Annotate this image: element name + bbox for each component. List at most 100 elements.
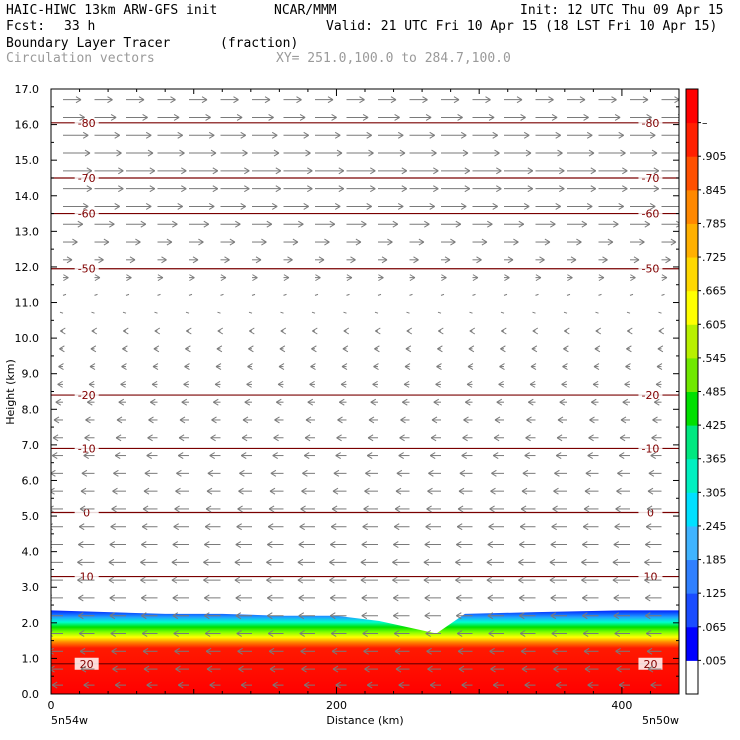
y-axis-label: Height (km)	[4, 359, 17, 425]
vector-arrow	[283, 185, 313, 193]
y-tick-label: 2.0	[22, 617, 40, 630]
vector-arrow	[51, 523, 63, 531]
vector-arrow	[94, 96, 113, 104]
vector-arrow	[235, 612, 252, 620]
vector-arrow	[157, 220, 178, 228]
vector-arrow	[335, 452, 347, 459]
vector-arrow	[51, 559, 63, 566]
vector-arrow	[504, 256, 514, 264]
vector-arrow	[441, 238, 456, 246]
vector-arrow	[123, 327, 129, 335]
vector-arrow	[272, 681, 284, 689]
vector-arrow	[268, 505, 284, 513]
vector-arrow	[172, 594, 189, 602]
vector-arrow	[204, 523, 221, 531]
vector-arrow	[252, 238, 267, 246]
vector-arrow	[616, 487, 630, 495]
vector-arrow	[94, 203, 120, 210]
vector-arrow	[153, 345, 160, 353]
vector-arrow	[157, 114, 180, 121]
vector-arrow	[330, 630, 347, 637]
vector-arrow	[143, 487, 158, 495]
vector-arrow	[112, 665, 126, 673]
vector-arrow	[504, 220, 525, 228]
vector-arrow	[280, 327, 287, 335]
vector-arrow	[121, 363, 127, 371]
vector-arrow	[154, 311, 158, 314]
vector-arrow	[297, 558, 315, 566]
vector-arrow	[472, 185, 502, 193]
contour-label-bg	[74, 207, 99, 220]
vector-arrow	[567, 238, 582, 246]
vector-arrow	[171, 558, 189, 566]
vector-arrow	[315, 220, 336, 228]
vector-arrow	[630, 185, 660, 193]
vector-arrow	[618, 681, 630, 689]
vector-arrow	[535, 149, 563, 157]
vector-arrow	[315, 131, 341, 139]
vector-arrow	[314, 293, 319, 296]
vector-arrow	[115, 434, 126, 442]
vector-arrow	[252, 220, 273, 228]
vector-arrow	[248, 345, 254, 353]
vector-arrow	[616, 665, 630, 673]
init-time: Init: 12 UTC Thu 09 Apr 15	[520, 3, 724, 18]
vector-arrow	[646, 505, 662, 513]
contour-label-bg	[638, 389, 663, 402]
vector-arrow	[346, 203, 372, 210]
vector-arrow	[330, 541, 347, 548]
vector-arrow	[438, 327, 444, 335]
vector-arrow	[252, 256, 262, 264]
vector-arrow	[393, 612, 410, 620]
vector-arrow	[556, 434, 567, 442]
vector-arrow	[378, 274, 384, 282]
vector-arrow	[91, 327, 98, 335]
vector-arrow	[613, 541, 630, 548]
colorbar: .005 .065 .125 .185 .245 .305 .365 .425 .485 .545…	[685, 88, 727, 695]
y-tick-label: 9.0	[22, 368, 40, 381]
vector-arrow	[360, 576, 378, 584]
vector-arrow	[472, 114, 495, 121]
vector-arrow	[441, 256, 451, 264]
contour-label-bg	[638, 262, 663, 275]
vector-arrow	[177, 681, 189, 689]
vector-arrow	[658, 327, 665, 335]
vector-arrow	[656, 363, 663, 371]
vector-arrow	[252, 149, 280, 157]
vector-arrow	[346, 149, 374, 157]
vector-arrow	[157, 167, 187, 175]
vector-arrow	[315, 238, 330, 246]
vector-arrow	[519, 612, 536, 620]
y-tick-label: 10.0	[15, 332, 40, 345]
contour-label: -10	[78, 442, 96, 455]
vector-arrow	[78, 630, 95, 637]
vector-arrow	[126, 256, 136, 264]
vector-arrow	[220, 96, 239, 104]
vector-arrow	[598, 149, 626, 157]
vector-arrow	[79, 647, 95, 655]
y-tick-label: 15.0	[15, 154, 40, 167]
vector-arrow	[142, 505, 158, 513]
vector-arrow	[122, 311, 127, 314]
vector-arrow	[126, 203, 152, 210]
vector-arrow	[315, 167, 345, 175]
vector-arrow	[437, 311, 442, 314]
vector-arrow	[657, 345, 664, 353]
vector-arrow	[630, 203, 656, 210]
vector-arrow	[378, 238, 393, 246]
vector-arrow	[535, 114, 558, 121]
vector-arrow	[622, 398, 630, 406]
vector-arrow	[399, 434, 410, 442]
vector-arrow	[141, 594, 158, 602]
vectors-label: Circulation vectors	[6, 51, 155, 66]
vector-arrow	[361, 541, 378, 548]
vector-arrow	[141, 523, 158, 531]
vector-arrow	[109, 541, 126, 548]
vector-arrow	[406, 311, 410, 314]
vector-arrow	[581, 558, 599, 566]
vector-arrow	[94, 274, 101, 282]
vector-arrow	[210, 434, 221, 442]
vector-arrow	[561, 380, 567, 388]
y-tick-label: 13.0	[15, 225, 40, 238]
contour-label-bg	[74, 171, 99, 184]
